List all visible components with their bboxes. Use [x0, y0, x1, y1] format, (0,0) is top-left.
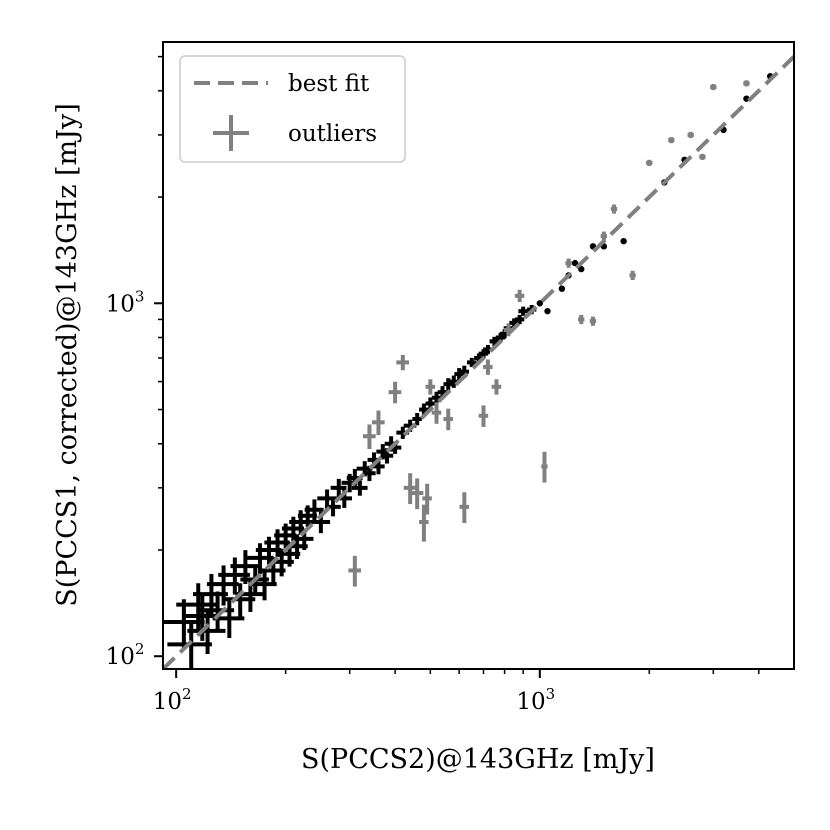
x-axis-label: S(PCCS2)@143GHz [mJy]: [301, 744, 655, 775]
data-point: [571, 259, 579, 267]
data-point: [646, 159, 653, 166]
data-point: [443, 408, 453, 431]
data-point: [351, 480, 368, 496]
y-tick-label: 103: [106, 287, 145, 317]
data-point: [514, 314, 525, 325]
data-point: [419, 504, 429, 542]
data-point: [362, 424, 376, 450]
data-point: [610, 204, 618, 214]
best-fit-line: [163, 55, 794, 669]
data-point: [541, 451, 548, 483]
data-point: [629, 270, 636, 281]
y-tick-label: 102: [106, 640, 145, 670]
data-point: [699, 153, 706, 160]
plot-frame: [162, 41, 795, 670]
data-point: [388, 381, 402, 404]
data-point: [743, 95, 750, 102]
axis-ticks: 102 103 102 103: [106, 55, 760, 715]
data-point: [348, 555, 362, 587]
data-point: [410, 478, 424, 510]
series-sources: [163, 305, 537, 669]
legend-box: [179, 55, 406, 163]
series-bright-sources: [536, 73, 774, 315]
data-point: [565, 258, 572, 268]
data-point: [396, 354, 410, 371]
x-tick-label: 102: [153, 685, 192, 715]
data-point: [431, 391, 442, 404]
plot-marks: [163, 55, 794, 669]
data-point: [558, 285, 566, 292]
data-point: [459, 492, 469, 523]
data-point: [478, 405, 489, 427]
data-point: [403, 473, 417, 504]
y-axis-label: S(PCCS1, corrected)@143GHz [mJy]: [52, 103, 83, 607]
legend-entry: best fit: [194, 71, 370, 97]
data-point: [304, 499, 324, 521]
data-point: [668, 137, 675, 144]
data-point: [330, 478, 347, 498]
legend: best fit outliers: [179, 55, 406, 163]
data-point: [578, 265, 585, 273]
data-point: [431, 402, 442, 424]
data-point: [454, 368, 464, 381]
data-point: [687, 131, 694, 139]
data-point: [518, 306, 528, 316]
series-outliers: [348, 80, 750, 587]
data-point: [412, 413, 422, 426]
data-point: [536, 300, 544, 307]
data-point: [514, 289, 525, 303]
data-point: [422, 483, 432, 515]
data-point: [372, 410, 385, 436]
data-point: [489, 336, 500, 347]
data-point: [620, 237, 627, 245]
legend-label: best fit: [288, 71, 370, 97]
data-point: [589, 316, 597, 326]
data-point: [362, 465, 376, 482]
data-point: [491, 379, 502, 395]
data-point: [578, 314, 585, 325]
data-point: [425, 379, 436, 395]
legend-label: outliers: [288, 121, 377, 147]
data-point: [466, 357, 477, 368]
x-tick-label: 103: [516, 685, 555, 715]
data-point: [710, 83, 717, 91]
data-point: [483, 359, 493, 375]
legend-entry: outliers: [213, 115, 377, 151]
data-point: [544, 307, 551, 315]
data-point: [443, 378, 453, 391]
data-point: [743, 80, 750, 87]
